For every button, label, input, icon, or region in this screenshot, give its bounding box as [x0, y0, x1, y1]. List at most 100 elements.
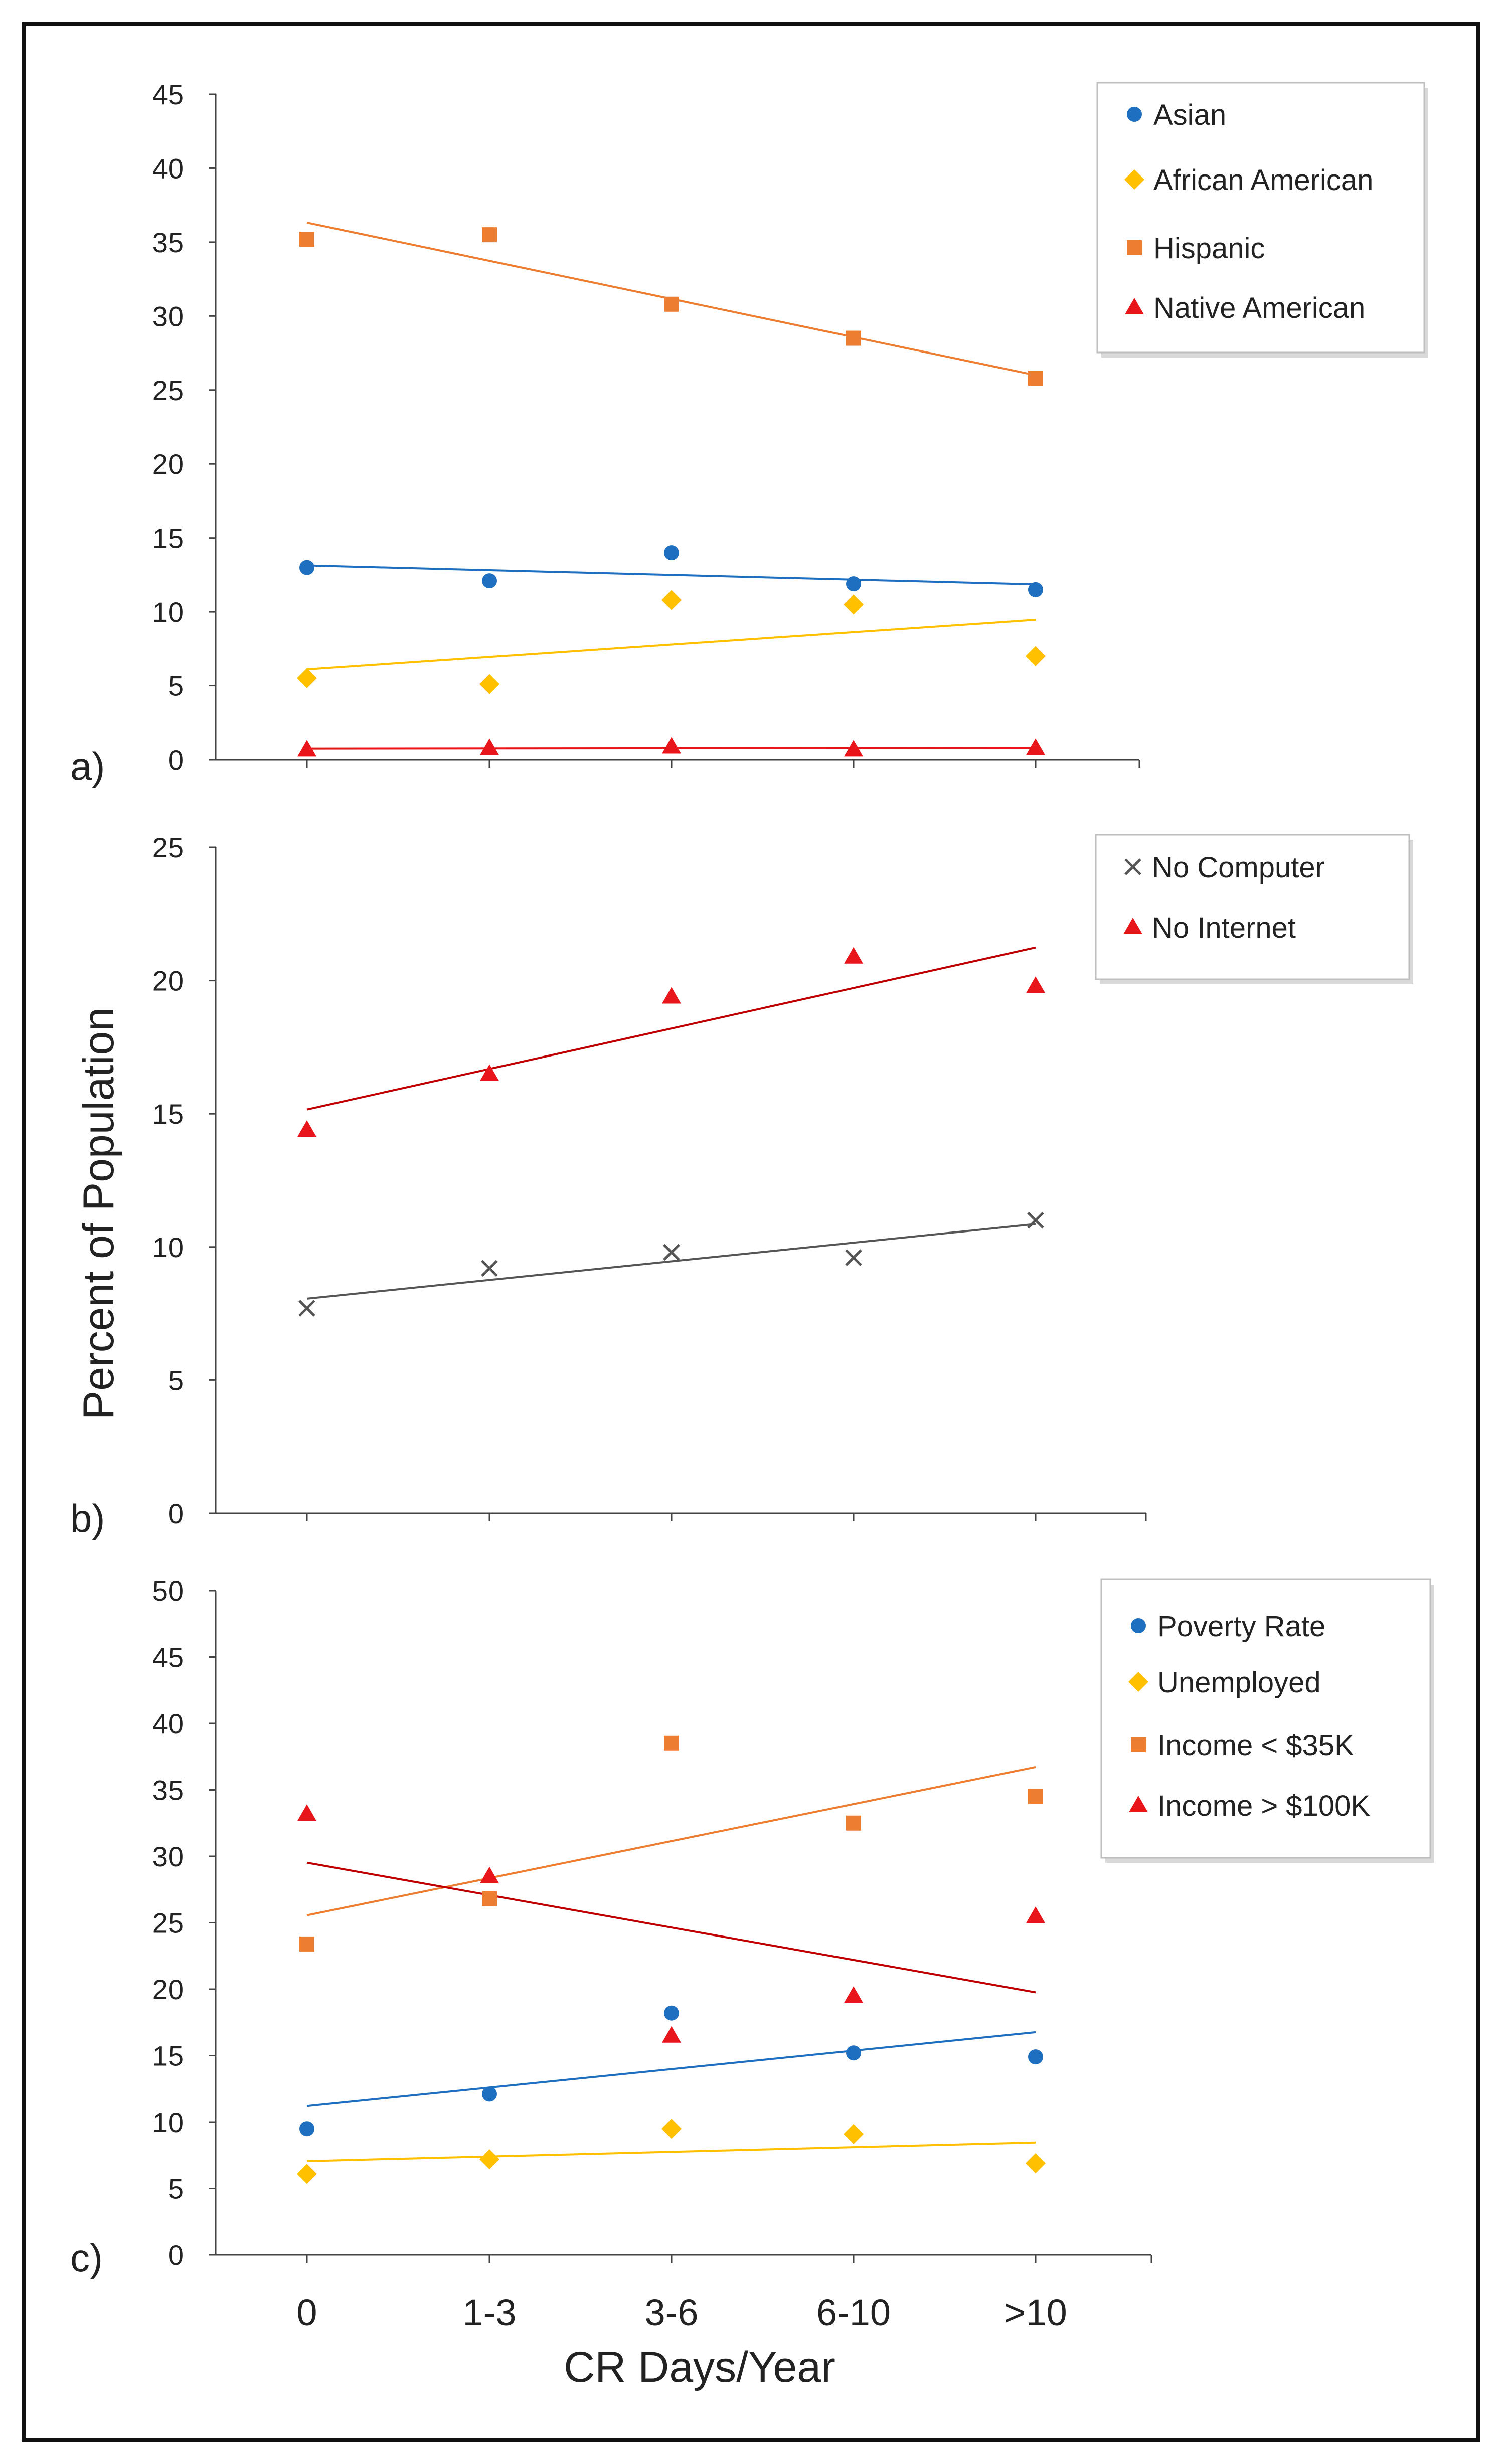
point-no-computer — [1027, 1211, 1044, 1229]
point-no-internet — [297, 1120, 316, 1137]
point-income-100k — [844, 1986, 863, 2003]
y-tick-label: 20 — [152, 965, 184, 997]
point-african-american — [661, 590, 682, 610]
point-hispanic — [846, 330, 861, 346]
y-tick-label: 20 — [152, 448, 184, 480]
point-hispanic — [664, 296, 679, 312]
legend-marker-income-100k — [1129, 1796, 1148, 1812]
point-hispanic — [1028, 371, 1043, 386]
legend-marker-asian — [1127, 107, 1142, 122]
y-tick-label: 5 — [168, 670, 184, 702]
point-asian — [664, 545, 679, 561]
point-native-american — [480, 738, 499, 755]
point-income-35k — [1028, 1789, 1043, 1804]
point-no-internet — [662, 987, 681, 1004]
legend-label-unemployed: Unemployed — [1157, 1666, 1321, 1699]
x-category-label: 3-6 — [645, 2292, 699, 2333]
legend-marker-unemployed — [1128, 1672, 1148, 1692]
y-tick-label: 45 — [152, 79, 184, 110]
point-income-100k — [662, 2026, 681, 2043]
y-tick-label: 15 — [152, 522, 184, 554]
legend-label-asian: Asian — [1153, 99, 1226, 131]
trendline-income-100k — [306, 1861, 1036, 1994]
point-unemployed — [479, 2149, 499, 2170]
y-tick-label: 35 — [152, 227, 184, 258]
point-poverty-rate — [299, 2121, 314, 2137]
legend-marker-african-american — [1124, 169, 1144, 190]
trendline-poverty-rate — [306, 2031, 1036, 2107]
y-tick-label: 45 — [152, 1642, 184, 1673]
y-tick-label: 50 — [152, 1575, 184, 1607]
point-income-100k — [297, 1804, 316, 1821]
point-unemployed — [1026, 2153, 1046, 2174]
point-native-american — [297, 740, 316, 757]
point-asian — [482, 573, 497, 589]
trendline-income-35k — [306, 1766, 1036, 1916]
panel-b: 0 5 10 15 20 25 b) No Computer No Internet — [70, 832, 1413, 1540]
y-tick-label: 0 — [168, 744, 184, 776]
y-tick-label: 0 — [168, 2239, 184, 2271]
legend-label-income-100k: Income > $100K — [1157, 1790, 1370, 1822]
point-unemployed — [844, 2124, 864, 2144]
point-hispanic — [482, 227, 497, 243]
x-category-label: >10 — [1004, 2292, 1067, 2333]
trendline-unemployed — [306, 2141, 1036, 2162]
y-tick-label: 30 — [152, 1841, 184, 1872]
y-tick-label: 15 — [152, 2040, 184, 2072]
point-poverty-rate — [664, 2005, 679, 2021]
point-asian — [846, 576, 861, 592]
trendline-asian — [306, 564, 1036, 586]
point-asian — [299, 560, 314, 575]
point-no-computer — [481, 1260, 498, 1277]
legend-box — [1095, 834, 1410, 980]
point-no-computer-stroke-2 — [845, 1249, 862, 1266]
point-poverty-rate — [1028, 2049, 1043, 2065]
legend-label-no-computer: No Computer — [1152, 851, 1325, 884]
legend-label-african-american: African American — [1153, 164, 1373, 197]
y-tick-label: 15 — [152, 1098, 184, 1130]
point-income-100k — [1026, 1906, 1045, 1923]
legend-box — [1096, 82, 1425, 354]
legend-box — [1100, 1578, 1431, 1859]
y-tick-label: 40 — [152, 152, 184, 184]
trendline-no-internet — [306, 946, 1036, 1111]
y-tick-label: 25 — [152, 1907, 184, 1939]
trendline-african-american — [306, 619, 1036, 671]
legend-marker-no-computer — [1124, 858, 1141, 875]
panel-label: c) — [70, 2236, 103, 2280]
y-axis-title: Percent of Population — [75, 1007, 123, 1420]
y-tick-label: 35 — [152, 1775, 184, 1806]
x-axis-title: CR Days/Year — [564, 2343, 835, 2391]
y-tick-label: 20 — [152, 1974, 184, 2005]
point-no-internet — [480, 1064, 499, 1081]
panel-label: b) — [70, 1496, 105, 1540]
legend-marker-native-american — [1125, 298, 1144, 314]
legend-marker-hispanic — [1127, 240, 1142, 255]
y-tick-label: 0 — [168, 1498, 184, 1529]
point-poverty-rate — [482, 2086, 497, 2102]
point-no-computer — [845, 1249, 862, 1266]
y-tick-label: 5 — [168, 1364, 184, 1396]
x-category-label: 0 — [296, 2292, 317, 2333]
legend-marker-no-computer-stroke-2 — [1124, 858, 1141, 875]
y-tick-label: 10 — [152, 2106, 184, 2138]
point-no-computer — [298, 1300, 315, 1317]
point-no-internet — [844, 947, 863, 964]
legend: Poverty Rate Unemployed Income < $35K Incom… — [1100, 1578, 1434, 1863]
legend-marker-income-35k — [1131, 1737, 1146, 1752]
point-native-american — [844, 740, 863, 757]
point-no-computer-stroke-2 — [481, 1260, 498, 1277]
point-income-100k — [480, 1866, 499, 1883]
y-tick-label: 25 — [152, 832, 184, 863]
point-income-35k — [299, 1936, 314, 1952]
point-no-computer-stroke-2 — [1027, 1211, 1044, 1229]
point-income-35k — [482, 1891, 497, 1906]
y-tick-label: 10 — [152, 1231, 184, 1263]
point-unemployed — [297, 2164, 317, 2184]
point-no-computer-stroke-2 — [298, 1300, 315, 1317]
point-unemployed — [661, 2119, 682, 2139]
legend-marker-no-internet — [1123, 918, 1142, 934]
point-poverty-rate — [846, 2045, 861, 2061]
panel-c: 0 5 10 15 20 25 30 35 40 45 50 c) Poverty Rate Unempl… — [70, 1575, 1434, 2280]
